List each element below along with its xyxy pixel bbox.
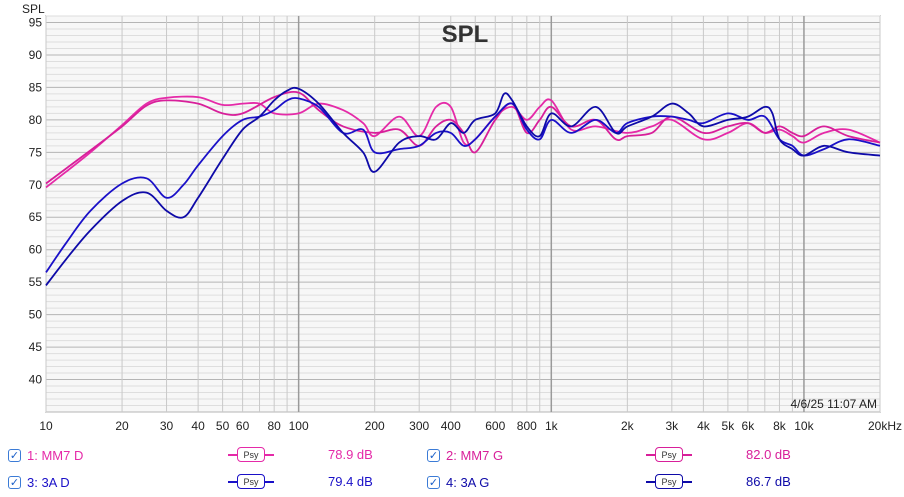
psy-button[interactable]: Psy [228, 445, 274, 465]
x-tick-label: 80 [267, 419, 281, 433]
y-tick-label: 40 [29, 373, 43, 387]
x-tick-label: 10k [794, 419, 814, 433]
checkbox[interactable]: ✓ [8, 475, 21, 489]
y-tick-label: 65 [29, 210, 43, 224]
y-tick-label: 50 [29, 308, 43, 322]
timestamp: 4/6/25 11:07 AM [790, 397, 877, 411]
y-tick-label: 60 [29, 243, 43, 257]
x-tick-label: 600 [485, 419, 505, 433]
legend-value: 79.4 dB [328, 474, 373, 489]
psy-label: Psy [237, 447, 265, 462]
legend-item-1[interactable]: ✓ 1: MM7 D [8, 445, 83, 465]
series-line-4 [45, 86, 881, 286]
checkbox[interactable]: ✓ [8, 448, 21, 462]
legend-label: 3: 3A D [27, 474, 70, 490]
x-tick-label: 100 [289, 419, 309, 433]
psy-label: Psy [655, 447, 683, 462]
legend-label: 4: 3A G [446, 474, 490, 490]
grid [45, 15, 881, 413]
legend-value: 82.0 dB [746, 447, 791, 462]
x-tick-label: 400 [441, 419, 461, 433]
psy-label: Psy [237, 474, 265, 489]
x-tick-label: 8k [773, 419, 787, 433]
series-lines [45, 86, 881, 286]
x-tick-label: 200 [365, 419, 385, 433]
checkbox[interactable]: ✓ [427, 475, 440, 489]
psy-label: Psy [655, 474, 683, 489]
x-tick-label: 800 [517, 419, 537, 433]
y-tick-label: 80 [29, 113, 43, 127]
checkbox[interactable]: ✓ [427, 448, 440, 462]
psy-button[interactable]: Psy [646, 472, 692, 492]
legend-value: 86.7 dB [746, 474, 791, 489]
y-tick-labels: 40 45 50 55 60 65 70 75 80 85 90 95 [29, 15, 43, 386]
series-line-2 [45, 90, 881, 185]
y-axis-label: SPL [22, 2, 45, 16]
x-tick-label: 20kHz [868, 419, 902, 433]
x-tick-labels: 10 20 30 40 50 60 80 100 200 300 400 600 800 1k 2k 3k 4k… [39, 419, 902, 433]
x-tick-label: 2k [621, 419, 635, 433]
chart-title: SPL [442, 21, 489, 48]
legend-label: 1: MM7 D [27, 447, 84, 463]
x-tick-label: 50 [216, 419, 230, 433]
x-tick-label: 20 [115, 419, 129, 433]
x-tick-label: 1k [545, 419, 559, 433]
x-tick-label: 3k [665, 419, 679, 433]
series-line-3 [45, 97, 881, 273]
plot-area [45, 15, 881, 413]
y-tick-label: 75 [29, 145, 43, 159]
x-tick-label: 6k [742, 419, 756, 433]
y-tick-label: 70 [29, 178, 43, 192]
legend-value: 78.9 dB [328, 447, 373, 462]
y-tick-label: 95 [29, 15, 43, 29]
legend-item-4[interactable]: ✓ 4: 3A G [427, 472, 489, 492]
legend-item-3[interactable]: ✓ 3: 3A D [8, 472, 70, 492]
x-tick-label: 30 [160, 419, 174, 433]
x-tick-label: 40 [191, 419, 205, 433]
y-tick-label: 85 [29, 80, 43, 94]
psy-button[interactable]: Psy [228, 472, 274, 492]
y-tick-label: 90 [29, 48, 43, 62]
legend: ✓ 1: MM7 D Psy 78.9 dB ✓ 2: MM7 G Psy 82… [0, 440, 904, 497]
legend-label: 2: MM7 G [446, 447, 504, 463]
x-tick-label: 10 [39, 419, 53, 433]
x-tick-label: 5k [722, 419, 736, 433]
y-tick-label: 45 [29, 340, 43, 354]
legend-item-2[interactable]: ✓ 2: MM7 G [427, 445, 503, 465]
x-tick-label: 300 [409, 419, 429, 433]
x-tick-label: 4k [697, 419, 711, 433]
psy-button[interactable]: Psy [646, 445, 692, 465]
y-tick-label: 55 [29, 275, 43, 289]
x-tick-label: 60 [236, 419, 250, 433]
